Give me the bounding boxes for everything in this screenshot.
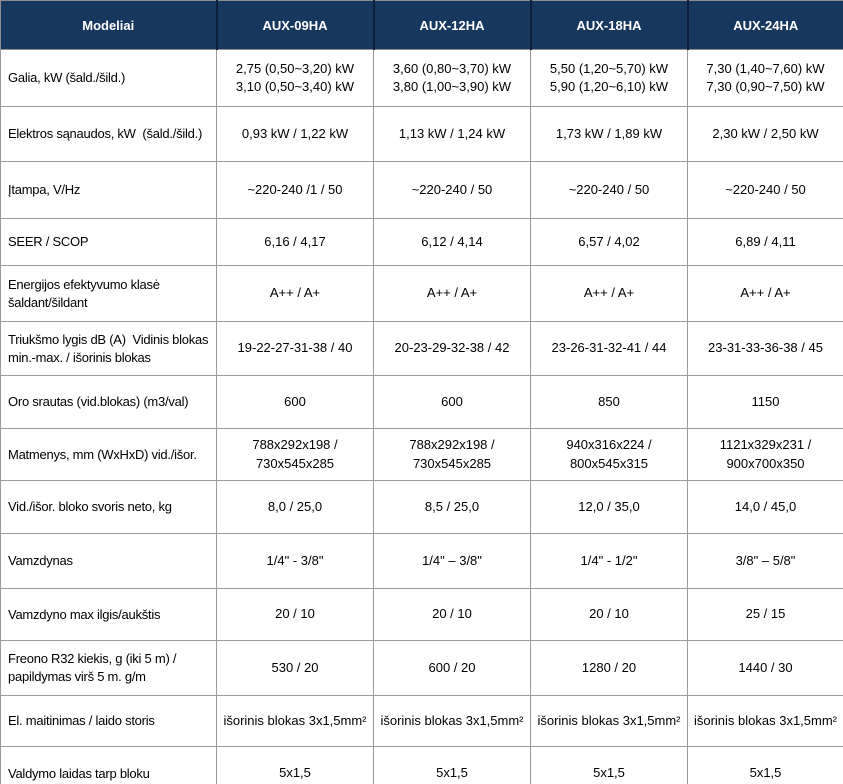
spec-value: 23-26-31-32-41 / 44 — [530, 321, 688, 376]
spec-value: 5x1,5 — [216, 746, 374, 784]
header-model-aux-12ha: AUX-12HA — [372, 0, 531, 50]
spec-label: Vid./išor. bloko svoris neto, kg — [0, 480, 217, 534]
spec-value: 5x1,5 — [373, 746, 531, 784]
spec-value: 20-23-29-32-38 / 42 — [373, 321, 531, 376]
spec-value: A++ / A+ — [373, 265, 531, 322]
header-row: Modeliai AUX-09HA AUX-12HA AUX-18HA AUX-… — [0, 0, 843, 50]
table-row: Freono R32 kiekis, g (iki 5 m) / papildy… — [0, 640, 843, 696]
spec-value: 940x316x224 / 800x545x315 — [530, 428, 688, 481]
spec-value: 1,13 kW / 1,24 kW — [373, 106, 531, 162]
spec-value: 600 — [216, 375, 374, 429]
spec-value: 20 / 10 — [373, 588, 531, 641]
spec-value: 5x1,5 — [530, 746, 688, 784]
spec-value: 19-22-27-31-38 / 40 — [216, 321, 374, 376]
table-row: Galia, kW (šald./šild.) 2,75 (0,50~3,20)… — [0, 49, 843, 107]
spec-label: Freono R32 kiekis, g (iki 5 m) / papildy… — [0, 640, 217, 696]
table-row: Įtampa, V/Hz ~220-240 /1 / 50 ~220-240 /… — [0, 161, 843, 219]
spec-value: ~220-240 / 50 — [373, 161, 531, 219]
spec-value: 788x292x198 / 730x545x285 — [373, 428, 531, 481]
header-model-aux-18ha: AUX-18HA — [529, 0, 688, 50]
table-row: SEER / SCOP 6,16 / 4,17 6,12 / 4,14 6,57… — [0, 218, 843, 266]
table-row: Valdymo laidas tarp bloku 5x1,5 5x1,5 5x… — [0, 746, 843, 784]
spec-label: Galia, kW (šald./šild.) — [0, 49, 217, 107]
table-row: Oro srautas (vid.blokas) (m3/val) 600 60… — [0, 375, 843, 429]
spec-value: 6,89 / 4,11 — [687, 218, 843, 266]
spec-value: 23-31-33-36-38 / 45 — [687, 321, 843, 376]
spec-value: išorinis blokas 3x1,5mm² — [687, 695, 843, 747]
spec-value: A++ / A+ — [687, 265, 843, 322]
spec-label: Valdymo laidas tarp bloku — [0, 746, 217, 784]
spec-label: El. maitinimas / laido storis — [0, 695, 217, 747]
spec-label: Triukšmo lygis dB (A) Vidinis blokas min… — [0, 321, 217, 376]
table-row: Energijos efektyvumo klasė šaldant/šilda… — [0, 265, 843, 322]
spec-value: 788x292x198 / 730x545x285 — [216, 428, 374, 481]
table-row: Vamzdynas 1/4" - 3/8" 1/4" – 3/8" 1/4" -… — [0, 533, 843, 589]
spec-value: 8,5 / 25,0 — [373, 480, 531, 534]
spec-value: 600 / 20 — [373, 640, 531, 696]
header-model-aux-09ha: AUX-09HA — [215, 0, 374, 50]
spec-value: 3,60 (0,80~3,70) kW 3,80 (1,00~3,90) kW — [373, 49, 531, 107]
spec-value: 1280 / 20 — [530, 640, 688, 696]
spec-value: 850 — [530, 375, 688, 429]
spec-value: išorinis blokas 3x1,5mm² — [373, 695, 531, 747]
spec-label: Matmenys, mm (WxHxD) vid./išor. — [0, 428, 217, 481]
table-row: Triukšmo lygis dB (A) Vidinis blokas min… — [0, 321, 843, 376]
spec-label: Elektros sąnaudos, kW (šald./šild.) — [0, 106, 217, 162]
spec-value: 20 / 10 — [530, 588, 688, 641]
spec-value: 1/4" – 3/8" — [373, 533, 531, 589]
spec-value: 6,57 / 4,02 — [530, 218, 688, 266]
spec-rows: Galia, kW (šald./šild.) 2,75 (0,50~3,20)… — [0, 49, 843, 784]
spec-label: Įtampa, V/Hz — [0, 161, 217, 219]
spec-label: SEER / SCOP — [0, 218, 217, 266]
spec-value: 1/4" - 3/8" — [216, 533, 374, 589]
spec-value: 2,30 kW / 2,50 kW — [687, 106, 843, 162]
table-row: Vid./išor. bloko svoris neto, kg 8,0 / 2… — [0, 480, 843, 534]
table-row: Vamzdyno max ilgis/aukštis 20 / 10 20 / … — [0, 588, 843, 641]
spec-value: išorinis blokas 3x1,5mm² — [216, 695, 374, 747]
spec-value: 2,75 (0,50~3,20) kW 3,10 (0,50~3,40) kW — [216, 49, 374, 107]
spec-value: 1150 — [687, 375, 843, 429]
spec-value: 8,0 / 25,0 — [216, 480, 374, 534]
spec-label: Vamzdynas — [0, 533, 217, 589]
spec-value: 1440 / 30 — [687, 640, 843, 696]
spec-label: Vamzdyno max ilgis/aukštis — [0, 588, 217, 641]
spec-value: 20 / 10 — [216, 588, 374, 641]
spec-value: 1121x329x231 / 900x700x350 — [687, 428, 843, 481]
spec-value: 5,50 (1,20~5,70) kW 5,90 (1,20~6,10) kW — [530, 49, 688, 107]
spec-value: 600 — [373, 375, 531, 429]
spec-value: 5x1,5 — [687, 746, 843, 784]
table-row: Matmenys, mm (WxHxD) vid./išor. 788x292x… — [0, 428, 843, 481]
spec-value: A++ / A+ — [530, 265, 688, 322]
spec-value: 1/4" - 1/2" — [530, 533, 688, 589]
spec-value: A++ / A+ — [216, 265, 374, 322]
spec-value: 6,16 / 4,17 — [216, 218, 374, 266]
spec-value: ~220-240 / 50 — [687, 161, 843, 219]
spec-value: 12,0 / 35,0 — [530, 480, 688, 534]
spec-value: išorinis blokas 3x1,5mm² — [530, 695, 688, 747]
spec-value: 3/8" – 5/8" — [687, 533, 843, 589]
spec-value: 530 / 20 — [216, 640, 374, 696]
spec-label: Energijos efektyvumo klasė šaldant/šilda… — [0, 265, 217, 322]
spec-value: 0,93 kW / 1,22 kW — [216, 106, 374, 162]
table-header: Modeliai AUX-09HA AUX-12HA AUX-18HA AUX-… — [0, 0, 843, 50]
table-row: El. maitinimas / laido storis išorinis b… — [0, 695, 843, 747]
spec-value: 7,30 (1,40~7,60) kW 7,30 (0,90~7,50) kW — [687, 49, 843, 107]
table-row: Elektros sąnaudos, kW (šald./šild.) 0,93… — [0, 106, 843, 162]
header-models-label: Modeliai — [0, 0, 217, 50]
spec-value: 25 / 15 — [687, 588, 843, 641]
spec-value: ~220-240 / 50 — [530, 161, 688, 219]
spec-label: Oro srautas (vid.blokas) (m3/val) — [0, 375, 217, 429]
spec-value: 1,73 kW / 1,89 kW — [530, 106, 688, 162]
header-model-aux-24ha: AUX-24HA — [686, 0, 843, 50]
spec-value: 14,0 / 45,0 — [687, 480, 843, 534]
spec-value: ~220-240 /1 / 50 — [216, 161, 374, 219]
spec-value: 6,12 / 4,14 — [373, 218, 531, 266]
